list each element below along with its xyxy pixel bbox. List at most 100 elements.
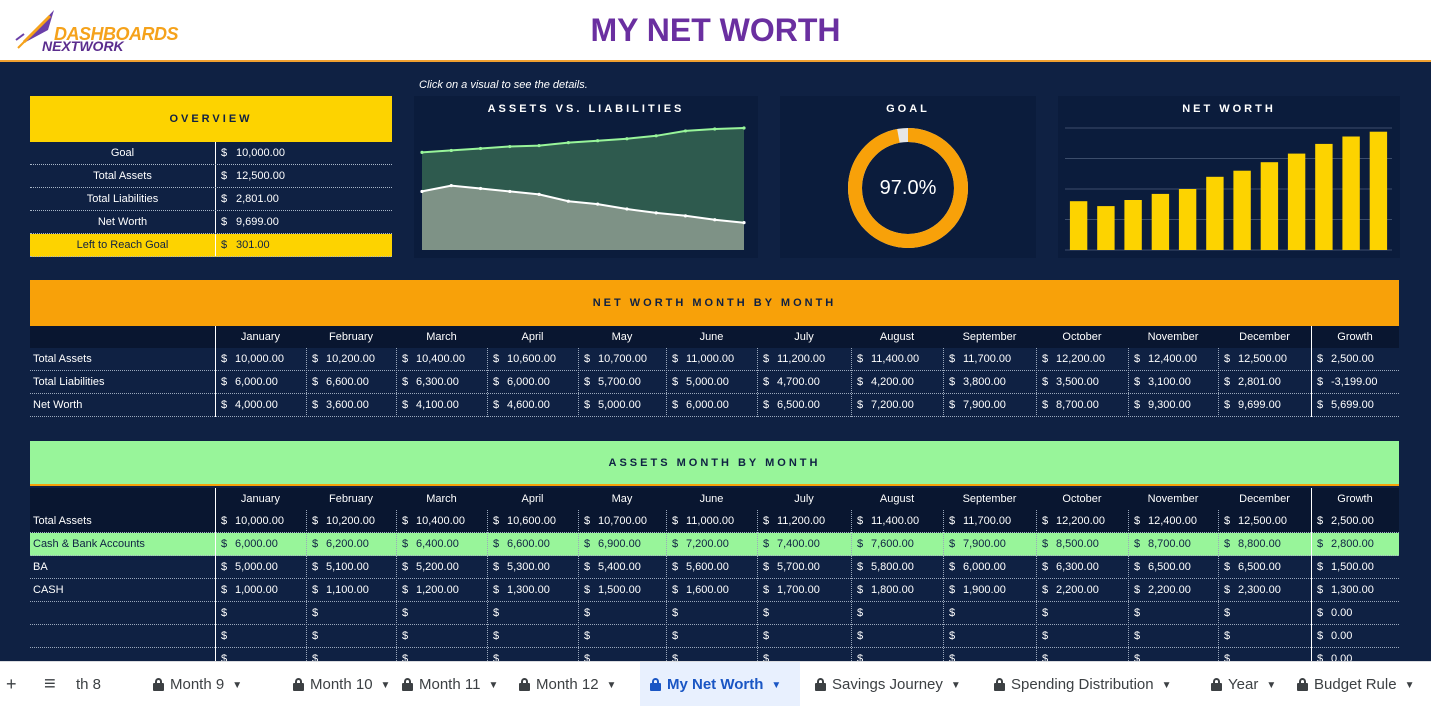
cell-value: 3,100.00 <box>1148 376 1191 388</box>
value-cell: $ <box>943 648 1036 661</box>
sheet-tab[interactable]: Month 12 ▼ <box>509 662 629 706</box>
currency-symbol: $ <box>1134 607 1141 619</box>
cell-value: 6,000.00 <box>235 538 278 550</box>
value-cell: $ <box>396 648 487 661</box>
data-point <box>654 134 658 138</box>
sheet-tab[interactable]: My Net Worth ▼ <box>640 662 800 706</box>
column-header-label: November <box>1147 493 1199 505</box>
column-divider <box>215 211 216 233</box>
cell-value: 10,700.00 <box>598 353 647 365</box>
value-cell: $4,200.00 <box>851 371 943 393</box>
lock-body <box>153 683 164 691</box>
currency-symbol: $ <box>672 584 679 596</box>
sheet-tab[interactable]: Spending Distribution ▼ <box>984 662 1190 706</box>
cell-value: 5,800.00 <box>871 561 914 573</box>
cell-value: 10,000.00 <box>235 515 284 527</box>
sheet-tab[interactable]: Savings Journey ▼ <box>805 662 975 706</box>
column-divider <box>943 348 944 417</box>
lock-shackle <box>996 678 1003 685</box>
currency-symbol: $ <box>221 538 228 550</box>
value-cell: $ <box>851 648 943 661</box>
currency-symbol: $ <box>763 561 770 573</box>
value-cell: $10,600.00 <box>487 510 578 532</box>
sheet-tab[interactable]: Month 9 ▼ <box>143 662 261 706</box>
value-cell: $0.00 <box>1311 625 1399 647</box>
column-header: September <box>943 488 1036 510</box>
currency-symbol: $ <box>312 561 319 573</box>
row-label-cell: Total Liabilities <box>30 371 215 393</box>
cell-value: 8,800.00 <box>1238 538 1281 550</box>
value-cell: $7,600.00 <box>851 533 943 555</box>
column-divider <box>396 348 397 417</box>
overview-row: Net Worth $9,699.00 <box>30 211 392 234</box>
column-header: November <box>1128 488 1218 510</box>
column-divider <box>1218 348 1219 417</box>
value-cell: $0.00 <box>1311 602 1399 624</box>
sheet-tab[interactable]: Month 11 ▼ <box>392 662 498 706</box>
value-cell: $5,600.00 <box>666 556 757 578</box>
cell-value: 4,600.00 <box>507 399 550 411</box>
chevron-down-icon[interactable]: ▼ <box>488 680 499 691</box>
value-cell: $8,500.00 <box>1036 533 1128 555</box>
sheet-tab[interactable]: th 8 <box>72 662 132 706</box>
cell-value: 11,200.00 <box>777 515 826 527</box>
cell-value: 5,400.00 <box>598 561 641 573</box>
assets-vs-liabilities-chart[interactable]: ASSETS VS. LIABILITIES <box>414 96 758 258</box>
value-cell: $10,400.00 <box>396 510 487 532</box>
bar <box>1069 201 1088 250</box>
data-point <box>478 186 483 191</box>
currency-symbol: $ <box>1042 630 1049 642</box>
column-divider <box>306 510 307 661</box>
currency-symbol: $ <box>402 653 409 661</box>
cell-value: 4,000.00 <box>235 399 278 411</box>
currency-symbol: $ <box>493 630 500 642</box>
series-line <box>421 184 745 224</box>
chevron-down-icon[interactable]: ▼ <box>1404 680 1415 691</box>
currency-symbol: $ <box>672 515 679 527</box>
sheet-tab[interactable]: Month 10 ▼ <box>283 662 390 706</box>
cell-value: 2,200.00 <box>1148 584 1191 596</box>
currency-symbol: $ <box>312 376 319 388</box>
column-divider <box>666 348 667 417</box>
page-title: MY NET WORTH <box>590 12 841 48</box>
currency-symbol: $ <box>584 584 591 596</box>
value-cell: $ -3,199.00 <box>1311 371 1399 393</box>
currency-symbol: $ <box>312 630 319 642</box>
currency-symbol: $ <box>857 630 864 642</box>
column-header: May <box>578 326 666 348</box>
lock-icon <box>519 678 530 691</box>
currency-symbol: $ <box>857 353 864 365</box>
currency-symbol: $ <box>402 538 409 550</box>
overview-row: Left to Reach Goal $301.00 <box>30 234 392 257</box>
chevron-down-icon[interactable]: ▼ <box>606 680 617 691</box>
cell-value: 10,200.00 <box>326 515 375 527</box>
all-sheets-menu-button[interactable]: ≡ <box>44 673 56 695</box>
chevron-down-icon[interactable]: ▼ <box>232 680 243 691</box>
currency-symbol: $ <box>949 538 956 550</box>
currency-symbol: $ <box>763 653 770 661</box>
table-row: $ $ $ $ $ $ $ $ $ $ $ $ $0.00 <box>30 602 1399 625</box>
data-point <box>683 129 688 133</box>
chevron-down-icon[interactable]: ▼ <box>950 680 961 691</box>
table-row: Cash & Bank Accounts $6,000.00 $6,200.00 $6… <box>30 533 1399 556</box>
cell-value: 1,500.00 <box>598 584 641 596</box>
value-cell: $ <box>1128 648 1218 661</box>
add-sheet-button[interactable]: + <box>6 674 17 694</box>
cell-value: 1,500.00 <box>1331 561 1374 573</box>
sheet-tab[interactable]: Year ▼ <box>1201 662 1281 706</box>
chevron-down-icon[interactable]: ▼ <box>380 680 391 691</box>
cell-value: 3,500.00 <box>1056 376 1099 388</box>
currency-symbol: $ <box>584 376 591 388</box>
currency-symbol: $ <box>857 561 864 573</box>
currency-symbol: $ <box>584 515 591 527</box>
sheet-tab[interactable]: Budget Rule ▼ <box>1287 662 1431 706</box>
chevron-down-icon[interactable]: ▼ <box>1161 680 1172 691</box>
goal-chart[interactable]: GOAL 97.0% <box>780 96 1036 258</box>
chevron-down-icon[interactable]: ▼ <box>771 680 782 691</box>
net-worth-chart[interactable]: NET WORTH <box>1058 96 1400 258</box>
currency-symbol: $ <box>857 584 864 596</box>
chevron-down-icon[interactable]: ▼ <box>1266 680 1277 691</box>
value-cell: $9,699.00 <box>1218 394 1311 416</box>
currency-symbol: $ <box>1224 584 1231 596</box>
currency-symbol: $ <box>493 607 500 619</box>
